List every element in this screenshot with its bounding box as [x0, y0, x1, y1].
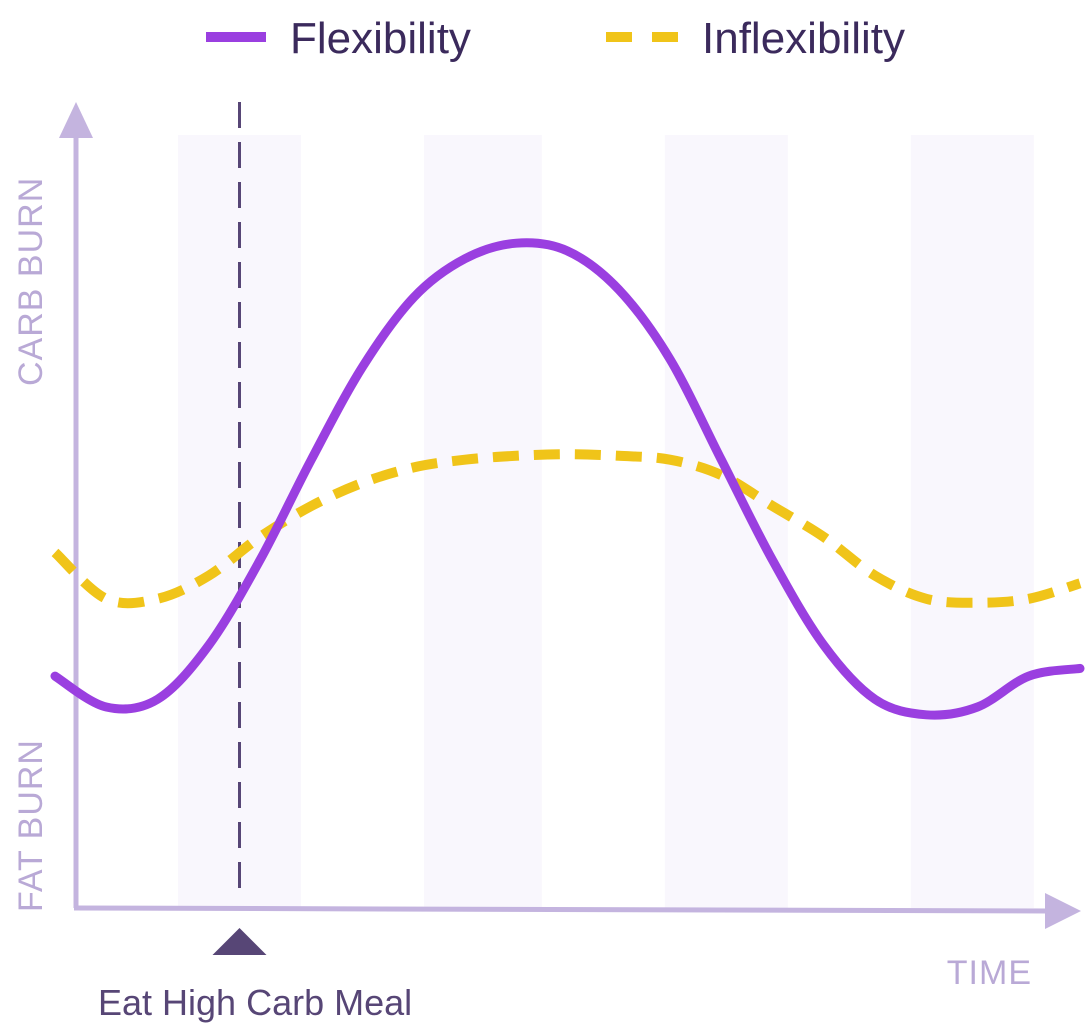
legend: Flexibility Inflexibility — [206, 14, 905, 63]
y-axis-arrow — [59, 102, 93, 138]
background-band-3 — [664, 135, 788, 908]
series-group — [50, 238, 1085, 720]
background-band-2 — [424, 135, 542, 908]
legend-label-inflexibility: Inflexibility — [702, 14, 905, 63]
x-axis-line — [73, 905, 1049, 914]
annotation-label: Eat High Carb Meal — [98, 982, 412, 1023]
background-bands — [178, 135, 1034, 908]
y-axis-label-fat-burn: FAT BURN — [12, 739, 50, 912]
series-line-flexibility — [50, 238, 1085, 720]
axes — [59, 102, 1081, 929]
series-line-inflexibility — [51, 449, 1082, 609]
x-axis-label-time: TIME — [947, 954, 1032, 992]
x-axis-arrow — [1045, 893, 1081, 929]
legend-label-flexibility: Flexibility — [290, 14, 471, 63]
axis-labels: CARB BURN FAT BURN TIME Eat High Carb Me… — [12, 177, 1032, 1023]
y-axis-label-carb-burn: CARB BURN — [12, 177, 50, 386]
annotation-marker — [212, 928, 267, 955]
annotation-group — [212, 102, 267, 955]
background-band-4 — [910, 135, 1034, 908]
